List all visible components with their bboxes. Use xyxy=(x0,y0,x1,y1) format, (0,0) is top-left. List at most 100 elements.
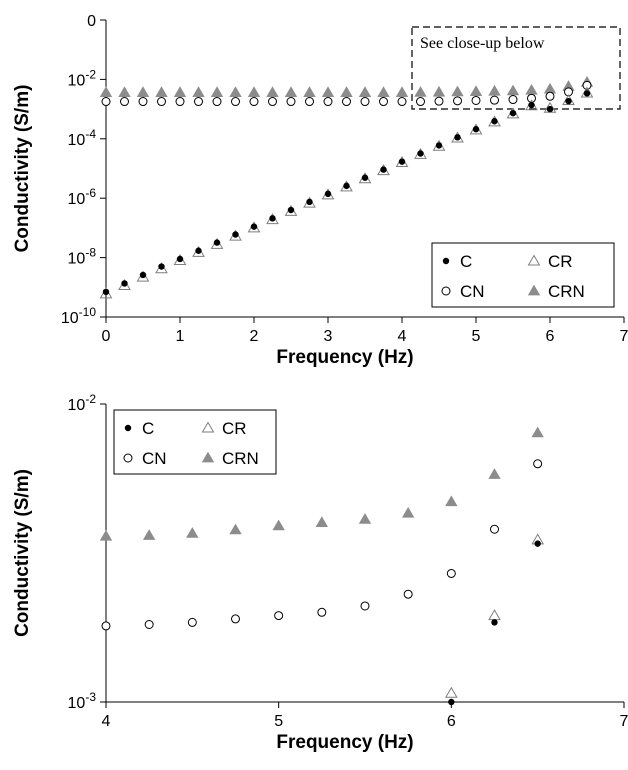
annotation-text: See close-up below xyxy=(420,35,545,52)
data-point-crn xyxy=(506,84,520,96)
data-point-cn xyxy=(379,97,388,107)
legend-label-c: C xyxy=(142,419,154,438)
data-point-crn xyxy=(395,86,409,97)
data-point-crn xyxy=(118,86,131,97)
data-point-cn xyxy=(533,459,543,469)
data-point-crn xyxy=(358,86,372,97)
x-tick-label: 5 xyxy=(274,713,283,730)
data-point-cn xyxy=(490,524,499,534)
data-point-c xyxy=(176,255,184,263)
y-tick-exponent: -6 xyxy=(85,186,96,200)
legend-marker-cr xyxy=(527,254,541,266)
data-point-crn xyxy=(229,86,242,97)
data-point-crn xyxy=(272,519,285,531)
data-point-crn xyxy=(469,85,483,96)
y-tick-exponent: -2 xyxy=(85,67,96,81)
y-tick-exponent: -3 xyxy=(85,690,96,704)
data-point-crn xyxy=(445,495,458,507)
data-point-cn xyxy=(194,97,203,107)
data-point-cn xyxy=(416,97,425,107)
y-tick-exponent: -8 xyxy=(85,246,96,260)
chart-full-range: 0 1 2 3 4 5 6 710-1010-810-610-410-20Frequency … xyxy=(12,13,628,368)
data-point-cn xyxy=(249,97,259,107)
data-point-crn xyxy=(488,468,501,479)
data-point-c xyxy=(287,206,295,214)
legend-label-cr: CR xyxy=(222,419,247,438)
legend-marker-cr xyxy=(201,421,215,433)
data-point-c xyxy=(361,174,369,181)
y-tick-exponent: -4 xyxy=(85,127,96,141)
y-tick-base: 10 xyxy=(61,310,79,327)
y-axis-label: Conductivity (S/m) xyxy=(12,469,33,637)
data-point-crn xyxy=(451,85,464,97)
legend-marker-c xyxy=(124,424,132,432)
data-point-cn xyxy=(342,97,351,107)
legend-marker-c xyxy=(442,257,450,265)
data-point-cr xyxy=(488,609,501,621)
data-point-crn xyxy=(266,86,279,97)
data-point-cn xyxy=(120,97,129,107)
data-point-crn xyxy=(377,86,390,97)
data-point-crn xyxy=(192,86,205,97)
y-tick-label: 10-2 xyxy=(68,392,97,414)
data-point-c xyxy=(250,223,258,230)
y-tick-label: 10-3 xyxy=(68,690,97,712)
data-point-c xyxy=(269,215,276,222)
legend-marker-cn xyxy=(441,286,451,296)
y-tick-base: 10 xyxy=(68,72,86,89)
data-point-cn xyxy=(187,617,197,627)
closeup-region-box xyxy=(411,26,621,110)
x-tick-label: 6 xyxy=(447,713,456,730)
y-axis-label: Conductivity (S/m) xyxy=(12,85,33,253)
data-point-crn xyxy=(142,529,156,540)
data-point-crn xyxy=(414,86,427,97)
y-tick-label: 10-8 xyxy=(68,246,97,268)
data-point-c xyxy=(528,101,535,109)
y-tick-base: 10 xyxy=(68,695,86,712)
y-tick-label: 10-6 xyxy=(68,186,97,208)
data-point-cn xyxy=(157,97,166,107)
data-point-crn xyxy=(432,85,446,97)
data-point-crn xyxy=(284,86,298,97)
data-point-crn xyxy=(99,529,113,541)
x-tick-label: 1 xyxy=(176,328,185,345)
x-tick-label: 6 xyxy=(546,328,555,345)
data-point-c xyxy=(509,109,517,117)
data-point-crn xyxy=(136,86,150,97)
y-tick-exponent: -2 xyxy=(85,392,96,406)
legend-box xyxy=(431,242,615,308)
legend-label-c: C xyxy=(460,252,472,271)
data-point-cn xyxy=(101,97,111,107)
data-point-crn xyxy=(321,86,335,97)
y-tick-base: 10 xyxy=(68,397,86,414)
data-point-c xyxy=(448,698,455,706)
data-point-c xyxy=(232,231,239,238)
x-tick-label: 4 xyxy=(398,328,407,345)
data-point-cn xyxy=(144,619,154,629)
legend-label-crn: CRN xyxy=(222,449,259,468)
data-point-cn xyxy=(268,97,277,107)
x-axis-label: Frequency (Hz) xyxy=(276,732,413,753)
data-point-cn xyxy=(212,97,222,107)
data-point-crn xyxy=(488,84,501,96)
legend-label-crn: CRN xyxy=(548,282,585,301)
y-tick-base: 10 xyxy=(68,191,86,208)
data-point-c xyxy=(102,288,110,296)
data-point-crn xyxy=(99,86,113,97)
y-tick-label: 10-4 xyxy=(68,127,97,149)
x-tick-label: 0 xyxy=(102,328,111,345)
x-tick-label: 7 xyxy=(620,713,628,730)
x-tick-label: 3 xyxy=(324,328,333,345)
y-tick-label: 10-2 xyxy=(68,67,97,89)
data-point-c xyxy=(343,182,350,190)
data-point-crn xyxy=(303,86,316,97)
data-point-cn xyxy=(508,95,518,105)
legend-label-cn: CN xyxy=(460,282,485,301)
x-tick-label: 2 xyxy=(250,328,259,345)
data-point-crn xyxy=(229,523,242,535)
data-point-cn xyxy=(471,95,481,105)
data-point-c xyxy=(398,158,406,165)
data-point-crn xyxy=(173,86,187,97)
data-point-cn xyxy=(231,614,240,624)
